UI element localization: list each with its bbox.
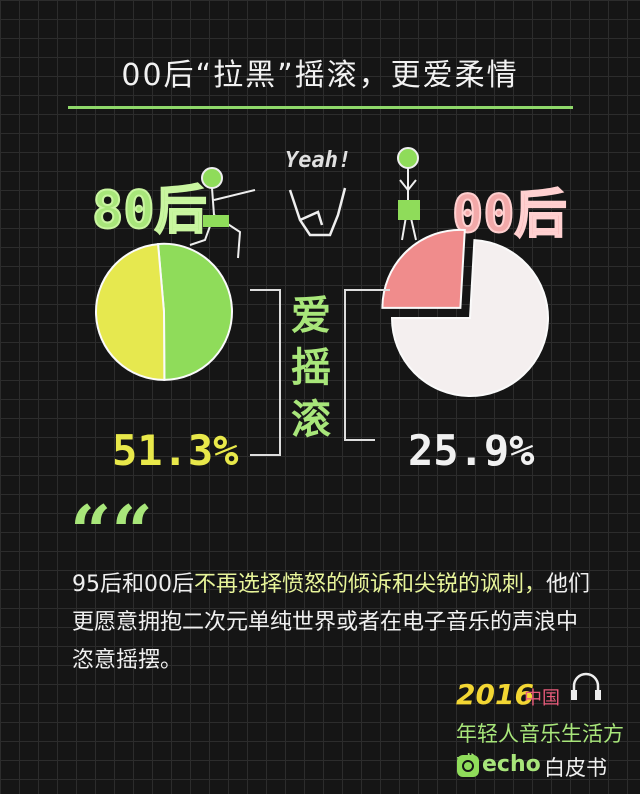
rock-hand-icon [288, 187, 347, 237]
bracket-lines [250, 289, 390, 456]
echo-logo: 2016 中国 年轻人音乐生活方式 echo 白皮书 [450, 660, 630, 785]
pie-00s [381, 228, 549, 397]
echo-icon [457, 755, 479, 777]
title-underline [68, 106, 573, 109]
body-part2: 他们更愿意拥抱二次元单纯世界或者在电子音乐的声浪中恣意摇摆。 [72, 572, 591, 673]
character-left-icon [189, 167, 256, 259]
logo-line3: 白皮书 [544, 756, 607, 780]
body-text: 95后和00后不再选择愤怒的倾诉和尖锐的讽刺，他们更愿意拥抱二次元单纯世界或者在… [72, 566, 592, 680]
logo-year: 2016 [456, 678, 534, 711]
pie0-slice-1 [94, 242, 166, 381]
center-label: 爱摇滚 [291, 293, 331, 443]
body-part1: 95后和00后 [72, 572, 194, 597]
pie1-slice-1 [390, 239, 549, 397]
body-highlight: 不再选择愤怒的倾诉和尖锐的讽刺， [194, 572, 547, 597]
pie-00s-data-label: 25.9% [408, 426, 535, 475]
pie1-slice-0 [381, 228, 466, 309]
logo-brand: echo [482, 752, 541, 777]
pie-80s [94, 242, 233, 381]
quote-mark: ““ [70, 489, 153, 574]
pie-80s-data-label: 51.3% [112, 426, 239, 475]
headphones-icon [571, 672, 601, 700]
page-title: 00后“拉黑”摇滚，更爱柔情 [121, 58, 519, 93]
yeah-text: Yeah! [285, 148, 352, 173]
pie0-slice-0 [156, 242, 233, 381]
logo-country: 中国 [524, 688, 560, 709]
pie-title-00s: 00后 [451, 184, 568, 246]
pie-title-80s: 80后 [91, 180, 208, 242]
character-right-icon [397, 147, 420, 241]
